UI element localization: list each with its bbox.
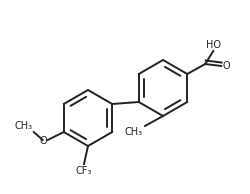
Text: O: O: [39, 136, 47, 146]
Text: O: O: [222, 61, 230, 71]
Text: CH₃: CH₃: [15, 121, 33, 131]
Text: HO: HO: [206, 40, 221, 50]
Text: CH₃: CH₃: [125, 127, 143, 137]
Text: CF₃: CF₃: [76, 166, 92, 176]
